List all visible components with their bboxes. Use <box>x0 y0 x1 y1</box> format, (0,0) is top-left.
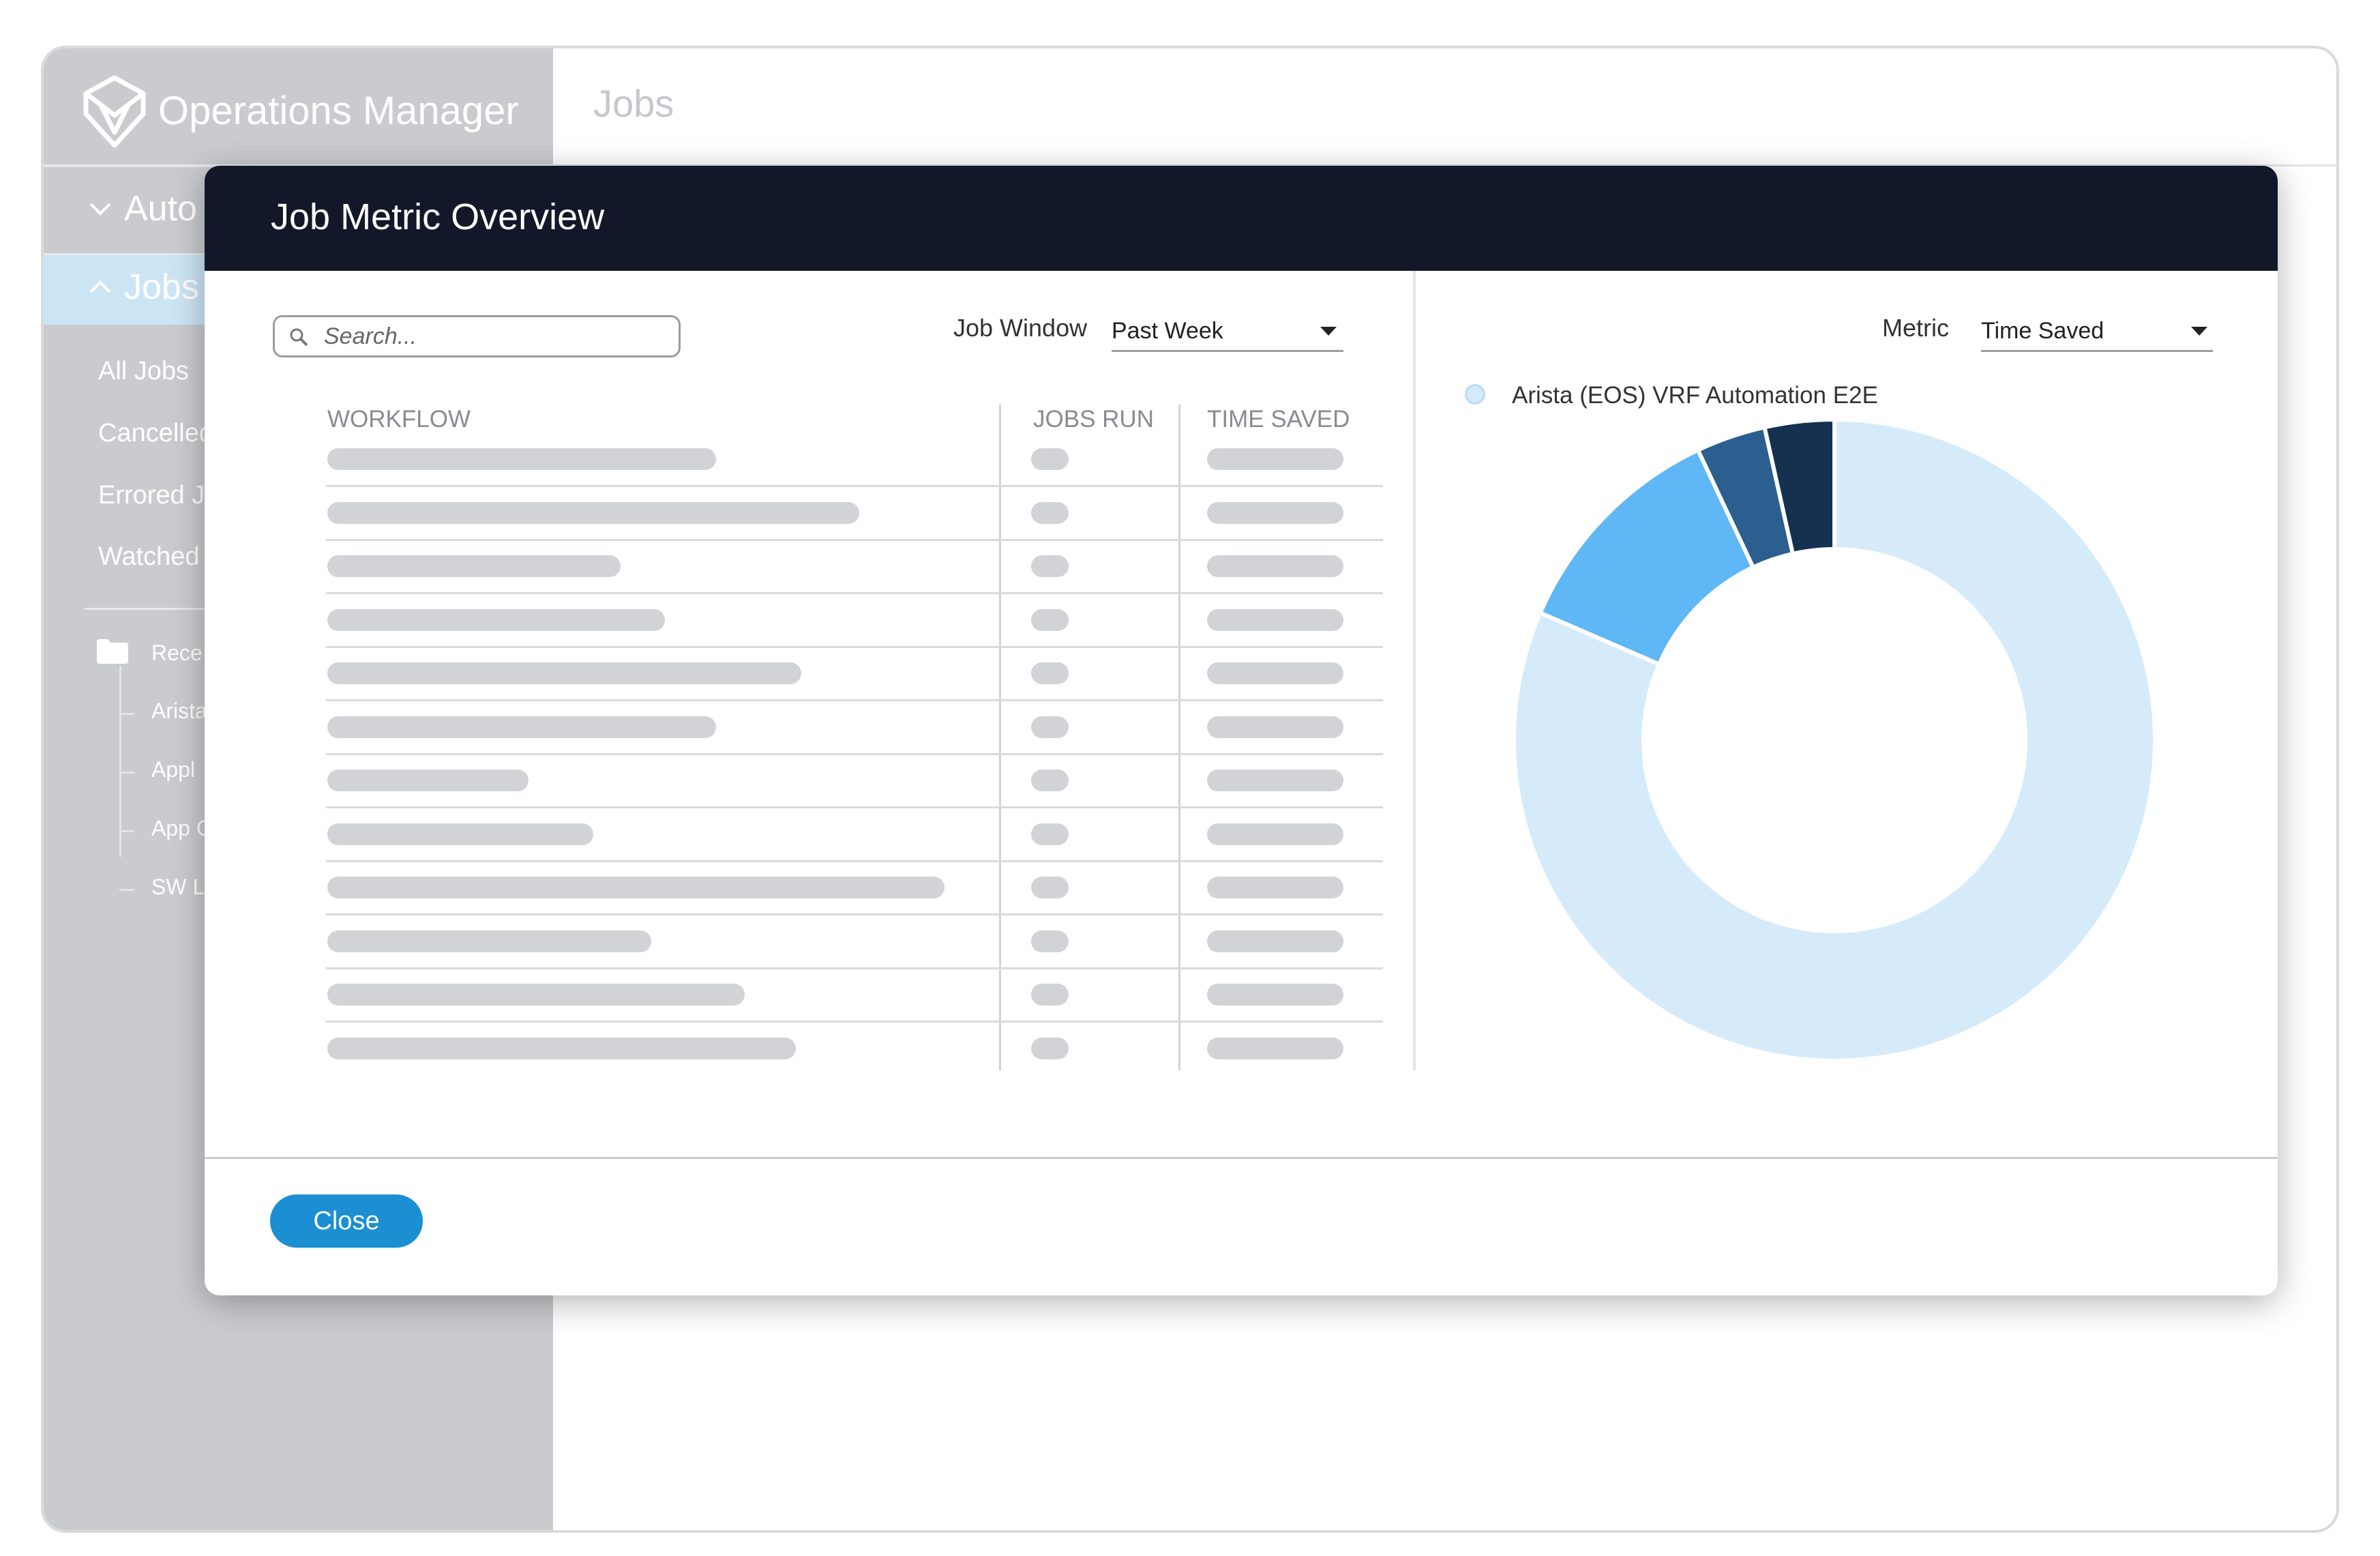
search-icon <box>290 328 308 347</box>
column-divider <box>1178 405 1180 1070</box>
sidebar-section-label: Jobs <box>124 267 199 307</box>
sidebar-item-errored[interactable]: Errored J <box>98 481 205 510</box>
tree-item[interactable]: Arista <box>151 699 207 723</box>
skeleton-placeholder <box>1207 608 1343 631</box>
job-window-dropdown[interactable]: Past Week <box>1112 311 1343 352</box>
donut-chart <box>1514 420 2155 1061</box>
page-title: Jobs <box>593 82 674 125</box>
tree-connector <box>119 713 134 715</box>
close-button[interactable]: Close <box>270 1194 423 1248</box>
row-divider <box>326 806 1383 808</box>
row-divider <box>326 752 1383 755</box>
skeleton-placeholder <box>327 662 801 684</box>
skeleton-placeholder <box>327 877 944 898</box>
app-title: Operations Manager <box>158 89 519 133</box>
sidebar-section-jobs[interactable]: Jobs <box>89 267 199 308</box>
row-divider <box>326 860 1383 862</box>
metric-value: Time Saved <box>1981 318 2104 344</box>
skeleton-placeholder <box>327 555 621 577</box>
skeleton-placeholder <box>1031 1037 1069 1059</box>
sidebar-section-label: Auto <box>124 189 197 229</box>
skeleton-placeholder <box>327 448 716 470</box>
skeleton-placeholder <box>327 823 593 845</box>
tree-item[interactable]: Appl <box>151 757 196 782</box>
chevron-down-icon <box>89 203 111 216</box>
legend-swatch[interactable] <box>1465 384 1485 405</box>
column-header-jobs-run[interactable]: JOBS RUN <box>1033 406 1154 432</box>
sidebar-section-auto[interactable]: Auto <box>89 188 197 229</box>
skeleton-placeholder <box>1207 1037 1343 1059</box>
logo-icon <box>83 75 146 148</box>
folder-icon <box>97 639 128 664</box>
row-divider <box>326 967 1383 969</box>
chevron-up-icon <box>89 280 111 293</box>
skeleton-placeholder <box>1031 823 1069 845</box>
tree-connector <box>119 830 134 832</box>
skeleton-placeholder <box>1207 501 1343 524</box>
skeleton-placeholder <box>1031 877 1069 898</box>
skeleton-placeholder <box>1207 716 1343 738</box>
donut-slice[interactable] <box>1514 420 2155 1061</box>
skeleton-placeholder <box>327 608 665 631</box>
sidebar-item-cancelled[interactable]: Cancelled <box>98 419 213 447</box>
row-divider <box>326 645 1383 648</box>
panel-divider <box>1413 271 1416 1070</box>
skeleton-placeholder <box>1031 608 1069 631</box>
skeleton-placeholder <box>1031 555 1069 577</box>
skeleton-placeholder <box>1207 823 1343 845</box>
job-metric-modal: Job Metric Overview Job Window Past Week… <box>205 166 2278 1295</box>
skeleton-placeholder <box>327 501 859 524</box>
tree-connector <box>119 772 134 774</box>
dropdown-arrow-icon <box>1320 327 1337 336</box>
tree-connector <box>119 889 134 891</box>
skeleton-placeholder <box>327 1037 796 1059</box>
skeleton-placeholder <box>1207 877 1343 898</box>
skeleton-placeholder <box>1207 769 1343 791</box>
job-window-value: Past Week <box>1112 318 1223 344</box>
skeleton-placeholder <box>1031 662 1069 684</box>
skeleton-placeholder <box>1031 501 1069 524</box>
donut-slice[interactable] <box>1761 420 1836 557</box>
job-window-label: Job Window <box>953 314 1088 342</box>
skeleton-placeholder <box>1207 555 1343 577</box>
tree-folder-label[interactable]: Rece <box>151 641 203 665</box>
main-header <box>553 48 2336 166</box>
metric-dropdown[interactable]: Time Saved <box>1981 311 2213 352</box>
skeleton-placeholder <box>1207 930 1343 952</box>
modal-header: Job Metric Overview <box>205 166 2278 271</box>
modal-footer-divider <box>205 1157 2278 1159</box>
row-divider <box>326 485 1383 487</box>
column-header-workflow[interactable]: WORKFLOW <box>327 406 471 432</box>
skeleton-placeholder <box>1031 984 1069 1005</box>
metric-label: Metric <box>1882 314 1949 342</box>
tree-item[interactable]: SW L <box>151 875 205 899</box>
row-divider <box>326 592 1383 594</box>
sidebar-item-all-jobs[interactable]: All Jobs <box>98 357 190 385</box>
search-input[interactable] <box>324 321 665 351</box>
skeleton-placeholder <box>1031 716 1069 738</box>
modal-title: Job Metric Overview <box>271 196 605 237</box>
column-divider <box>999 405 1001 1070</box>
skeleton-placeholder <box>1031 448 1069 470</box>
tree-connector <box>119 666 121 857</box>
row-divider <box>326 538 1383 541</box>
tree-item[interactable]: App C <box>151 816 212 840</box>
dropdown-arrow-icon <box>2191 327 2207 336</box>
row-divider <box>326 1021 1383 1023</box>
skeleton-placeholder <box>327 716 716 738</box>
skeleton-placeholder <box>1031 769 1069 791</box>
row-divider <box>326 699 1383 701</box>
column-header-time-saved[interactable]: TIME SAVED <box>1207 406 1350 432</box>
skeleton-placeholder <box>1207 984 1343 1005</box>
skeleton-placeholder <box>1031 930 1069 952</box>
sidebar-item-watched[interactable]: Watched <box>98 542 200 571</box>
skeleton-placeholder <box>1207 448 1343 470</box>
skeleton-placeholder <box>327 769 529 791</box>
skeleton-placeholder <box>327 930 651 952</box>
legend-label: Arista (EOS) VRF Automation E2E <box>1512 382 1878 409</box>
skeleton-placeholder <box>327 984 745 1005</box>
skeleton-placeholder <box>1207 662 1343 684</box>
search-box <box>273 315 681 357</box>
row-divider <box>326 913 1383 915</box>
